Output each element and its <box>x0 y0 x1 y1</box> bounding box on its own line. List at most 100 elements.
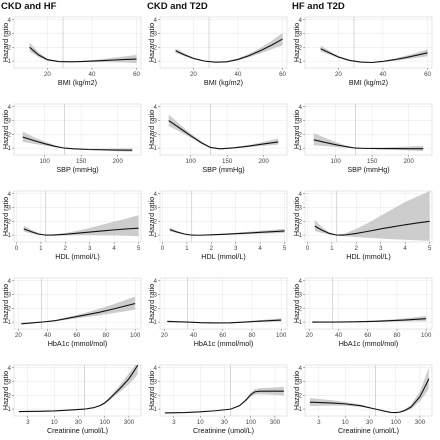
x-axis-label: HDL (mmol/L) <box>201 252 245 261</box>
spline-panel: 1 2 3 4 20 40 60 BMI (kg/m2) Hazard ratio <box>147 16 288 87</box>
y-tick-label: 2 <box>8 392 12 399</box>
x-tick-label: 4 <box>112 245 116 252</box>
y-tick-label: 4 <box>299 104 303 111</box>
panel-frame <box>13 277 142 330</box>
column-title: HF and T2D <box>292 1 345 12</box>
y-tick-label: 1 <box>8 145 12 152</box>
x-tick-label: 80 <box>394 332 401 339</box>
confidence-band <box>21 296 136 325</box>
x-tick-label: 20 <box>335 71 342 78</box>
hazard-ratio-line <box>313 139 424 150</box>
hazard-ratio-line <box>23 227 139 236</box>
panel-frame <box>159 16 288 69</box>
x-tick-label: 3 <box>88 245 92 252</box>
panel-frame <box>13 364 142 417</box>
y-tick-label: 2 <box>154 131 158 138</box>
x-tick-label: 150 <box>222 158 233 165</box>
y-tick-label: 4 <box>8 191 12 198</box>
hazard-ratio-line <box>320 48 428 64</box>
y-axis-label: Hazard ratio <box>292 110 301 149</box>
y-tick-label: 4 <box>299 191 303 198</box>
x-axis-label: HbA1c (mmol/mol) <box>48 339 108 348</box>
confidence-band <box>23 215 139 237</box>
y-tick-label: 3 <box>299 31 303 38</box>
x-axis-label: HDL (mmol/L) <box>346 252 390 261</box>
confidence-band <box>169 227 285 236</box>
hazard-ratio-line <box>167 319 282 324</box>
y-axis-label: Hazard ratio <box>292 284 301 323</box>
y-axis-label: Hazard ratio <box>147 284 156 323</box>
x-axis-label: BMI (kg/m2) <box>58 78 97 87</box>
x-tick-label: 60 <box>364 332 371 339</box>
y-tick-label: 3 <box>154 118 158 125</box>
x-axis-label: SBP (mmHg) <box>56 165 98 174</box>
y-tick-label: 3 <box>8 379 12 386</box>
y-tick-label: 2 <box>8 131 12 138</box>
confidence-band <box>29 42 137 64</box>
y-tick-label: 3 <box>8 292 12 299</box>
x-tick-label: 200 <box>112 158 123 165</box>
y-axis-label: Hazard ratio <box>147 371 156 410</box>
y-tick-label: 3 <box>299 205 303 212</box>
spline-panel: 1 2 3 4 100 150 200 SBP (mmHg) Hazard ratio <box>1 103 142 174</box>
y-axis-label: Hazard ratio <box>1 371 10 410</box>
panel-frame <box>304 16 433 69</box>
y-tick-label: 4 <box>299 278 303 285</box>
hazard-ratio-line <box>29 46 137 63</box>
y-tick-label: 3 <box>8 31 12 38</box>
x-tick-label: 100 <box>130 332 141 339</box>
x-axis-label: Creatinine (umol/L) <box>193 426 254 435</box>
column-title: CKD and HF <box>1 1 57 12</box>
hazard-ratio-line <box>312 318 427 323</box>
y-tick-label: 4 <box>154 191 158 198</box>
y-tick-label: 1 <box>154 58 158 65</box>
y-axis-label: Hazard ratio <box>147 197 156 236</box>
spline-panel: 1 2 3 4 100 150 200 SBP (mmHg) Hazard ratio <box>292 103 433 174</box>
x-tick-label: 3 <box>379 245 383 252</box>
y-tick-label: 4 <box>299 17 303 24</box>
y-axis-label: Hazard ratio <box>1 23 10 62</box>
x-tick-label: 20 <box>15 332 22 339</box>
y-tick-label: 1 <box>299 319 303 326</box>
x-tick-label: 3 <box>234 245 238 252</box>
x-tick-label: 80 <box>249 332 256 339</box>
y-tick-label: 2 <box>154 305 158 312</box>
x-tick-label: 3 <box>172 419 176 426</box>
spline-panel: 1 2 3 4 3 10 30 100 300 Creatinine (umol/L) Hazard… <box>1 364 142 435</box>
x-tick-label: 10 <box>197 419 204 426</box>
y-tick-label: 3 <box>299 379 303 386</box>
x-tick-label: 100 <box>421 332 432 339</box>
y-tick-label: 2 <box>299 218 303 225</box>
confidence-band <box>309 367 429 414</box>
x-tick-label: 0 <box>306 245 310 252</box>
x-axis-label: Creatinine (umol/L) <box>338 426 399 435</box>
x-tick-label: 100 <box>185 158 196 165</box>
x-tick-label: 1 <box>185 245 189 252</box>
x-tick-label: 1 <box>330 245 334 252</box>
y-axis-label: Hazard ratio <box>1 197 10 236</box>
y-tick-label: 4 <box>299 365 303 372</box>
y-tick-label: 2 <box>8 218 12 225</box>
y-tick-label: 3 <box>154 292 158 299</box>
hazard-ratio-line <box>22 136 133 151</box>
confidence-band <box>168 114 279 150</box>
x-tick-label: 100 <box>276 332 287 339</box>
y-tick-label: 4 <box>8 278 12 285</box>
x-axis-label: BMI (kg/m2) <box>349 78 388 87</box>
x-tick-label: 40 <box>380 71 387 78</box>
confidence-band <box>314 191 430 241</box>
y-tick-label: 3 <box>154 205 158 212</box>
x-tick-label: 2 <box>355 245 359 252</box>
y-tick-label: 4 <box>154 104 158 111</box>
x-tick-label: 300 <box>415 419 426 426</box>
x-tick-label: 20 <box>190 71 197 78</box>
spline-panel: 1 2 3 4 20 40 60 80 100 HbA1c (mmol/mol) Hazard ra… <box>147 277 288 348</box>
x-tick-label: 200 <box>258 158 269 165</box>
y-axis-label: Hazard ratio <box>292 371 301 410</box>
spline-panel: 1 2 3 4 20 40 60 BMI (kg/m2) Hazard ratio <box>292 16 433 87</box>
hazard-ratio-line <box>169 229 285 236</box>
y-tick-label: 2 <box>299 305 303 312</box>
